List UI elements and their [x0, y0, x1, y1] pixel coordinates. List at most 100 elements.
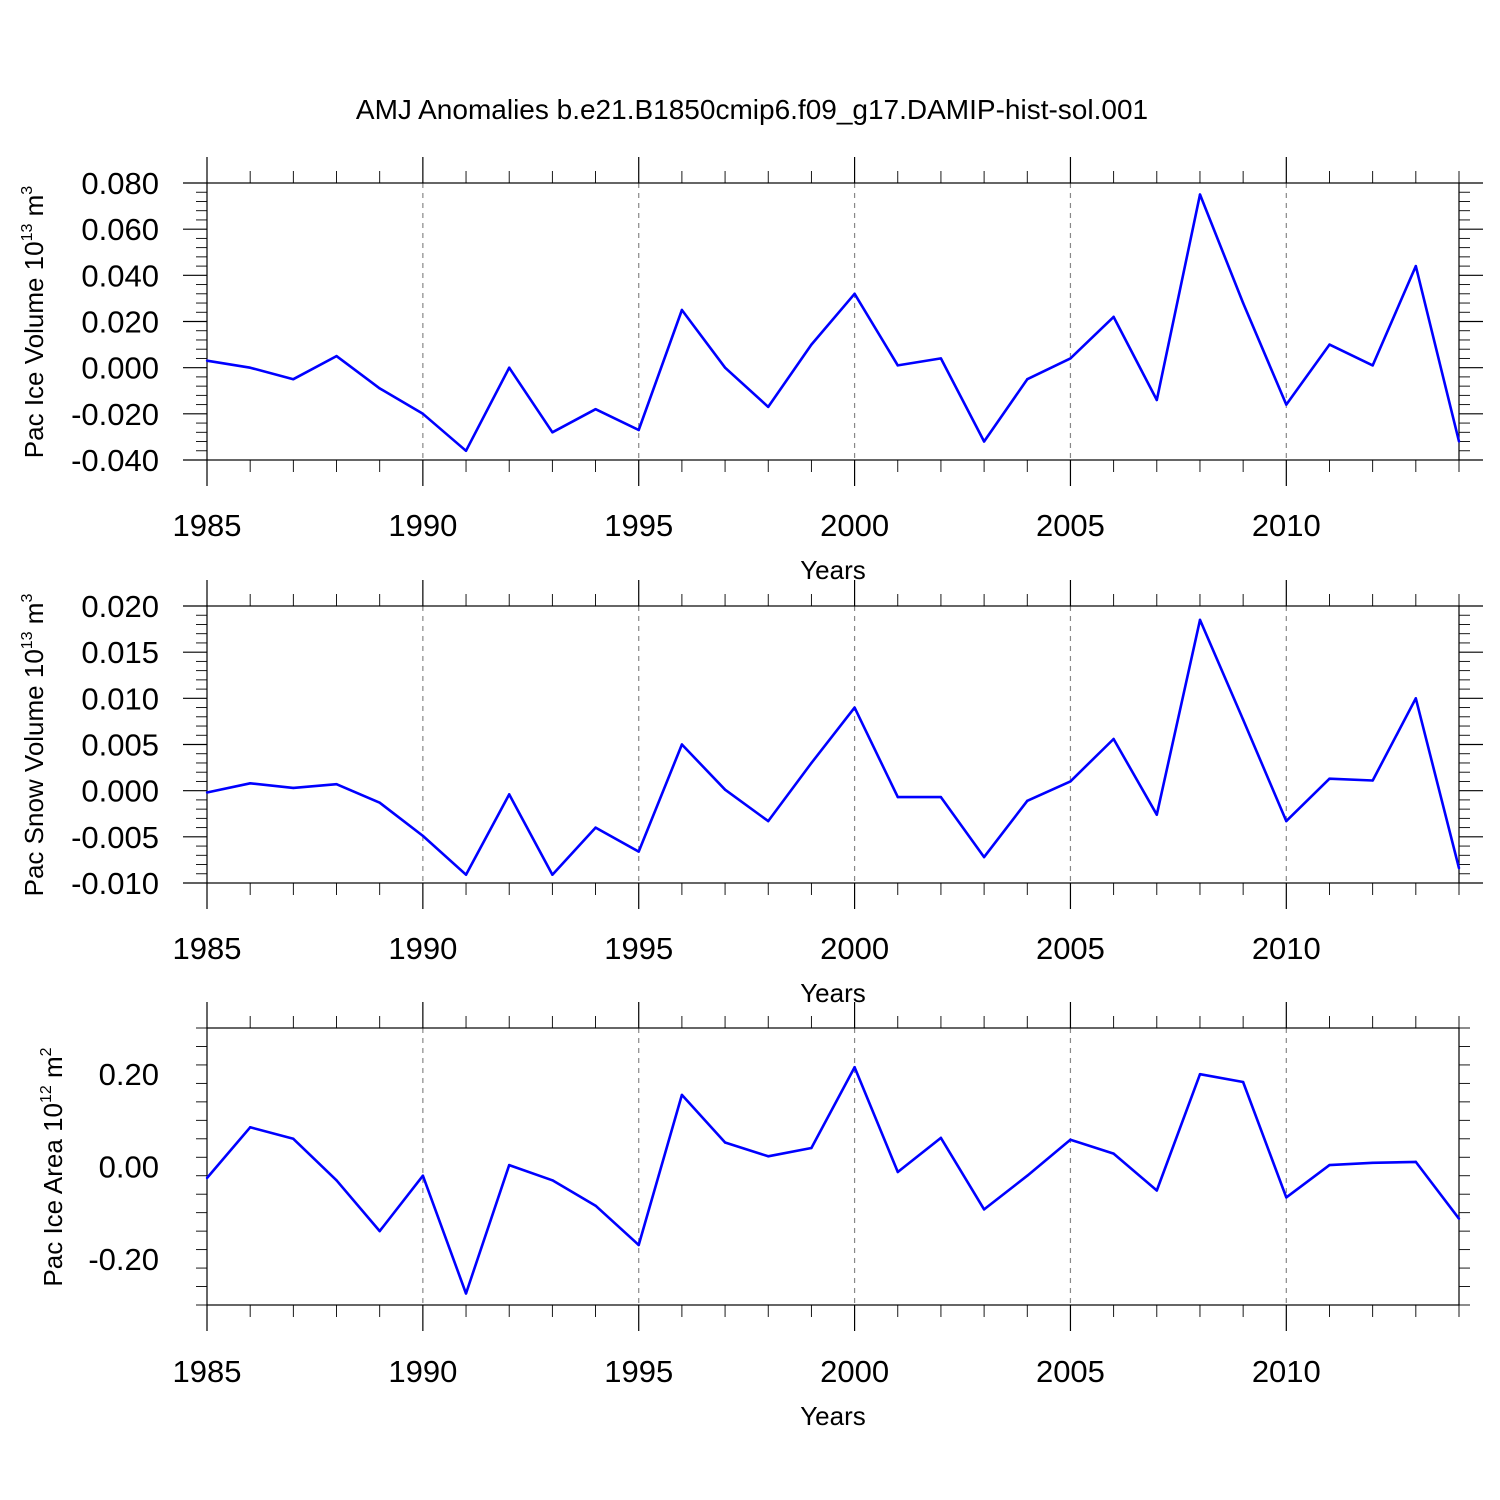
data-point: [1457, 440, 1461, 443]
data-point: [1112, 1152, 1115, 1155]
data-point: [594, 1204, 597, 1207]
x-tick-label: 1985: [173, 508, 242, 543]
data-point: [421, 834, 425, 838]
data-point: [464, 1292, 468, 1295]
data-point: [1198, 1072, 1202, 1076]
y-tick-label: -0.040: [71, 443, 159, 478]
x-tick-label: 2010: [1252, 508, 1321, 543]
y-axis-title-unit-exponent: 3: [19, 186, 36, 195]
data-point: [1328, 1163, 1331, 1167]
y-tick-label: -0.010: [71, 866, 159, 901]
data-point: [594, 408, 597, 411]
data-point: [1112, 737, 1115, 741]
data-point: [378, 1229, 381, 1233]
data-point: [1198, 193, 1202, 196]
x-tick-label: 2005: [1036, 1354, 1105, 1389]
data-point: [637, 850, 640, 853]
panel-1: 1985 1990 1995 2000 2005 2010 -0.040 -0.020 0.00…: [19, 157, 1483, 585]
data-point: [1328, 343, 1331, 346]
data-point: [1414, 264, 1418, 268]
data-point: [292, 378, 295, 381]
data-point: [680, 743, 684, 746]
y-axis-title-exponent: 12: [38, 1085, 55, 1103]
x-axis-title: Years: [800, 1401, 866, 1431]
data-point: [1241, 301, 1245, 305]
x-tick-label: 2005: [1036, 508, 1105, 543]
data-point: [1371, 779, 1374, 782]
data-point: [767, 405, 770, 409]
y-tick-label: 0.080: [81, 166, 159, 201]
data-point: [1069, 780, 1072, 783]
x-tick-label: 1990: [388, 1354, 457, 1389]
y-tick-label: 0.000: [81, 774, 159, 809]
data-point: [680, 308, 684, 312]
data-point: [508, 793, 511, 796]
plot-frame: [206, 1027, 1460, 1306]
x-tick-label: 2010: [1252, 1354, 1321, 1389]
data-point: [1285, 819, 1288, 823]
y-axis-title-unit: m: [38, 1056, 68, 1085]
data-point: [464, 449, 468, 452]
data-point: [939, 357, 943, 360]
data-point: [248, 366, 252, 369]
x-tick-label: 2000: [820, 931, 889, 966]
series-line: [206, 193, 1461, 453]
data-point: [551, 873, 554, 876]
x-tick-label: 2000: [820, 1354, 889, 1389]
x-tick-label: 1995: [604, 931, 673, 966]
data-point: [1285, 1196, 1288, 1199]
y-axis-title-exponent: 13: [19, 223, 36, 241]
y-tick-label: -0.020: [71, 397, 159, 432]
y-tick-label: 0.020: [81, 589, 159, 624]
x-tick-label: 2000: [820, 508, 889, 543]
y-axis-title: Pac Ice Volume 1013 m3: [19, 186, 49, 459]
data-point: [896, 364, 899, 367]
data-point: [853, 1066, 856, 1069]
y-axis-title-exponent: 13: [19, 631, 36, 649]
data-point: [637, 428, 640, 432]
plot-frame: [206, 182, 1460, 461]
y-tick-label: 0.005: [81, 728, 159, 763]
panel-3: 1985 1990 1995 2000 2005 2010 -0.20 0.00 0.20 Pac…: [38, 1002, 1470, 1431]
x-tick-label: 1990: [388, 931, 457, 966]
data-point: [1241, 718, 1245, 721]
data-point: [205, 1176, 209, 1180]
data-point: [1155, 398, 1158, 402]
data-point: [896, 795, 899, 799]
data-point: [939, 795, 943, 799]
series-line: [206, 618, 1461, 877]
data-point: [1285, 403, 1288, 406]
x-axis-title: Years: [800, 555, 866, 585]
data-point: [1414, 1160, 1418, 1164]
y-tick-label: 0.00: [99, 1150, 159, 1185]
data-point: [292, 786, 295, 790]
data-point: [1414, 697, 1418, 700]
data-point: [1155, 813, 1158, 816]
y-axis-title-unit: m: [19, 195, 49, 224]
y-axis-title: Pac Ice Area 1012 m2: [38, 1047, 68, 1286]
data-point: [248, 1126, 252, 1129]
data-point: [1155, 1189, 1158, 1192]
y-tick-label: 0.015: [81, 635, 159, 670]
data-point: [335, 783, 338, 786]
x-tick-label: 1985: [173, 1354, 242, 1389]
series-line: [206, 1065, 1461, 1295]
data-point: [1371, 364, 1374, 367]
data-point: [723, 1141, 727, 1144]
data-point: [723, 366, 727, 369]
data-point: [205, 359, 209, 362]
data-point: [1026, 799, 1029, 803]
y-axis-title-main: Pac Ice Volume 10: [19, 241, 49, 458]
data-point: [810, 761, 813, 765]
x-tick-label: 1995: [604, 1354, 673, 1389]
chart-title: AMJ Anomalies b.e21.B1850cmip6.f09_g17.D…: [356, 94, 1148, 125]
data-point: [982, 855, 986, 859]
data-point: [1026, 378, 1029, 381]
x-axis-title: Years: [800, 978, 866, 1008]
data-point: [421, 1174, 425, 1177]
x-tick-label: 1990: [388, 508, 457, 543]
data-point: [1328, 777, 1331, 780]
panel-2: 1985 1990 1995 2000 2005 2010 -0.010 -0.005 0.00…: [19, 580, 1483, 1008]
data-point: [508, 366, 511, 369]
